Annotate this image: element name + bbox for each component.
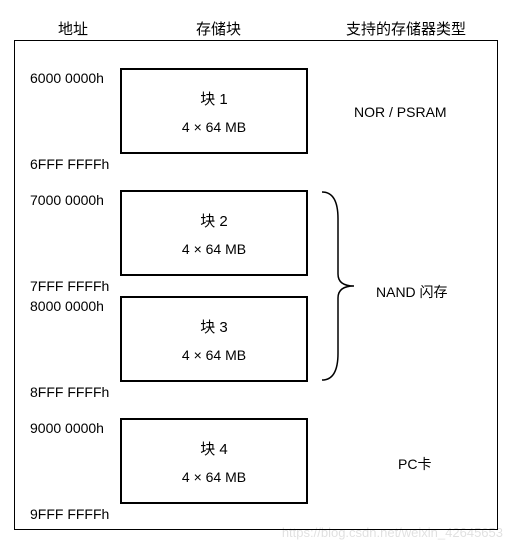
- memory-block: 块 2 4 × 64 MB: [120, 190, 308, 276]
- header-address: 地址: [58, 18, 88, 39]
- block-size: 4 × 64 MB: [182, 347, 246, 363]
- memory-type-label: NAND 闪存: [376, 282, 448, 302]
- address-end: 9FFF FFFFh: [30, 506, 109, 522]
- block-title: 块 2: [200, 210, 228, 231]
- memory-block: 块 1 4 × 64 MB: [120, 68, 308, 154]
- address-end: 7FFF FFFFh: [30, 278, 109, 294]
- address-start: 7000 0000h: [30, 192, 104, 208]
- address-start: 9000 0000h: [30, 420, 104, 436]
- address-end: 6FFF FFFFh: [30, 156, 109, 172]
- block-size: 4 × 64 MB: [182, 119, 246, 135]
- address-end: 8FFF FFFFh: [30, 384, 109, 400]
- address-start: 8000 0000h: [30, 298, 104, 314]
- memory-block: 块 4 4 × 64 MB: [120, 418, 308, 504]
- block-title: 块 1: [200, 88, 228, 109]
- header-block: 存储块: [196, 18, 241, 39]
- block-title: 块 3: [200, 316, 228, 337]
- header-memory-type: 支持的存储器类型: [346, 18, 466, 39]
- address-start: 6000 0000h: [30, 70, 104, 86]
- block-title: 块 4: [200, 438, 228, 459]
- brace-icon: [320, 190, 356, 382]
- memory-block: 块 3 4 × 64 MB: [120, 296, 308, 382]
- memory-type-label: PC卡: [398, 454, 431, 474]
- block-size: 4 × 64 MB: [182, 241, 246, 257]
- watermark-text: https://blog.csdn.net/weixin_42645653: [282, 525, 503, 540]
- block-size: 4 × 64 MB: [182, 469, 246, 485]
- memory-type-label: NOR / PSRAM: [354, 104, 447, 120]
